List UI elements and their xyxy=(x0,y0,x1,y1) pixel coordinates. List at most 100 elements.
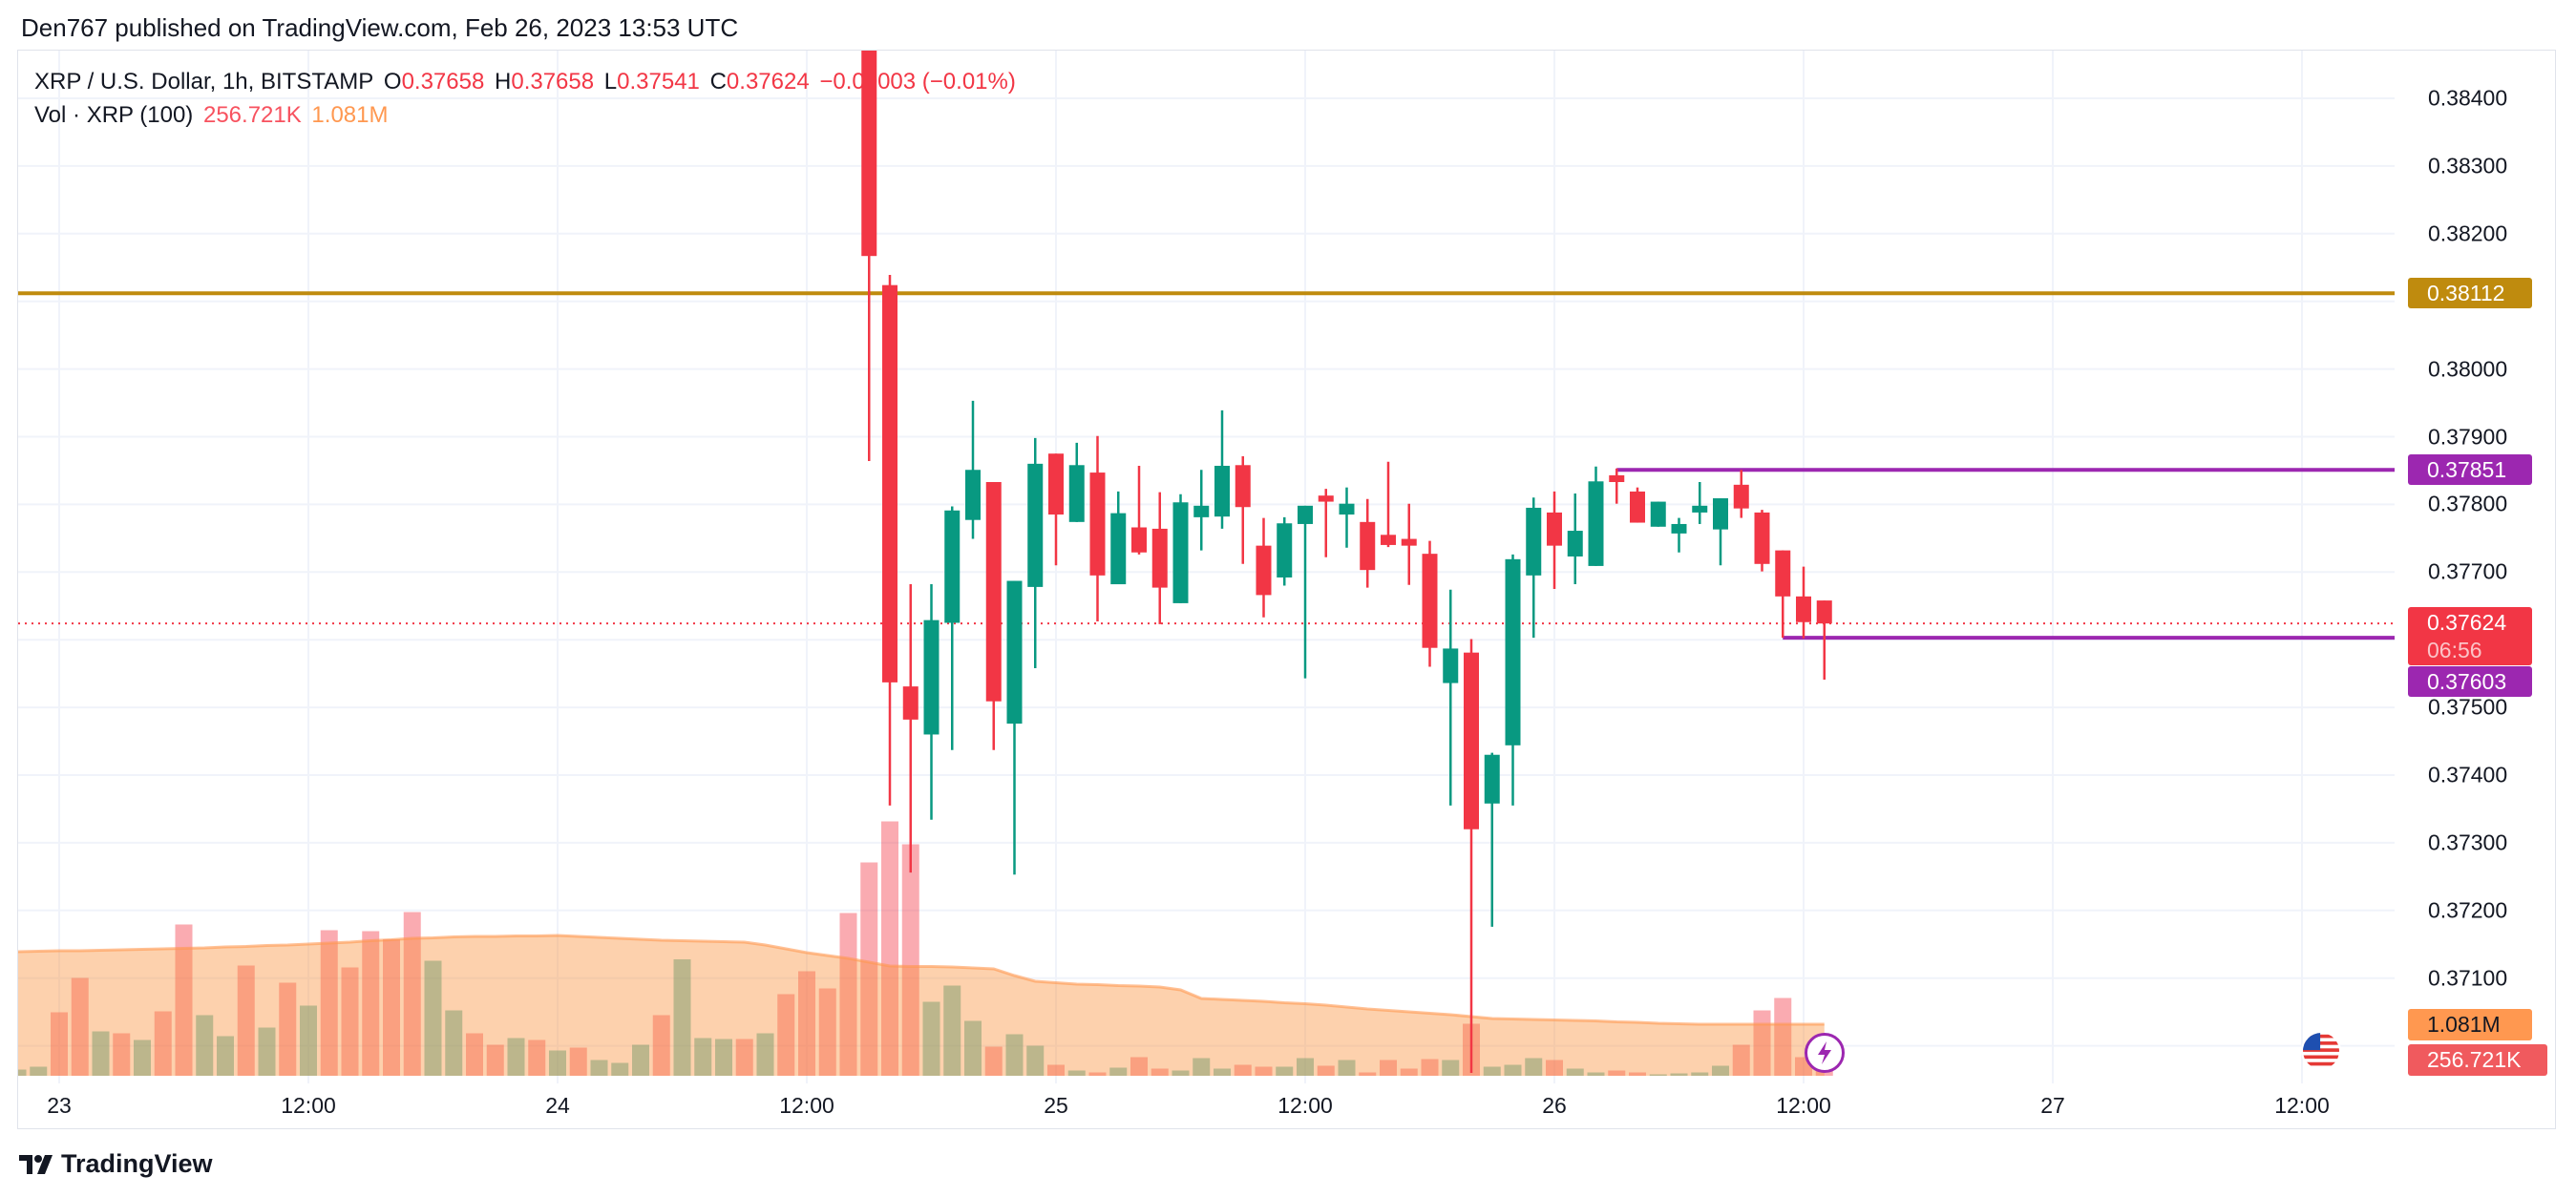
price-tick-label: 0.37100 xyxy=(2428,965,2508,991)
candle-body xyxy=(1048,453,1064,515)
volume-bar xyxy=(445,1010,463,1076)
logo-text: TradingView xyxy=(61,1149,213,1178)
candle-body xyxy=(902,686,918,720)
high-label: H xyxy=(495,69,512,94)
price-tick-label: 0.38000 xyxy=(2428,356,2508,382)
candle-body xyxy=(1151,528,1168,588)
price-tick-label: 0.37900 xyxy=(2428,424,2508,449)
tradingview-logo[interactable]: TradingView xyxy=(19,1149,213,1179)
publish-info: Den767 published on TradingView.com, Feb… xyxy=(21,13,739,42)
volume-ma-line xyxy=(18,934,1825,1026)
lightning-icon[interactable] xyxy=(1805,1033,1845,1073)
candle-body xyxy=(861,51,877,257)
price-tick-label: 0.38400 xyxy=(2428,85,2508,111)
volume-bar xyxy=(383,939,400,1076)
candle-body xyxy=(944,510,961,623)
candle-body xyxy=(985,482,1002,702)
volume-bar xyxy=(51,1012,68,1076)
volume-bar xyxy=(818,988,836,1076)
volume-bar xyxy=(611,1062,629,1076)
range-low-price-badge: 0.37603 xyxy=(2408,666,2532,697)
last-price: 0.37624 xyxy=(2427,610,2507,635)
volume-bar xyxy=(1483,1066,1501,1076)
volume-bar xyxy=(1712,1065,1729,1076)
candle-body xyxy=(1360,521,1376,571)
volume-ma-area xyxy=(18,935,1825,1076)
candle-body xyxy=(1609,474,1625,483)
volume-bar xyxy=(1338,1060,1356,1076)
volume-bar xyxy=(1525,1058,1543,1076)
volume-bar xyxy=(777,994,795,1076)
candle-body xyxy=(1671,523,1687,534)
time-tick-label: 12:00 xyxy=(2274,1093,2330,1118)
volume-bar xyxy=(1172,1070,1190,1076)
volume-bar xyxy=(1566,1068,1584,1076)
volume-bar xyxy=(1130,1057,1148,1076)
volume-bar xyxy=(1732,1044,1750,1076)
tradingview-logo-icon xyxy=(19,1154,53,1174)
volume-bar xyxy=(694,1038,712,1076)
volume-bar xyxy=(1109,1067,1128,1076)
volume-bar xyxy=(18,1069,27,1076)
volume-bar xyxy=(1380,1060,1397,1076)
volume-bar xyxy=(1214,1068,1231,1076)
volume-bar xyxy=(1005,1034,1024,1076)
volume-bar xyxy=(652,1015,670,1076)
price-tick-label: 0.37500 xyxy=(2428,694,2508,720)
symbol-name[interactable]: XRP / U.S. Dollar, 1h, BITSTAMP xyxy=(34,69,374,94)
volume-legend: Vol · XRP (100) 256.721K 1.081M xyxy=(34,102,391,129)
volume-indicator-name[interactable]: Vol · XRP (100) xyxy=(34,102,194,128)
candle-body xyxy=(1464,652,1479,830)
candle-body xyxy=(1422,554,1438,648)
price-tick-label: 0.37400 xyxy=(2428,762,2508,788)
candle-body xyxy=(1298,505,1313,524)
close-value: 0.37624 xyxy=(726,69,810,94)
price-tick-label: 0.37800 xyxy=(2428,491,2508,516)
bar-countdown: 06:56 xyxy=(2427,638,2482,662)
volume-bar xyxy=(1649,1074,1667,1076)
candle-body xyxy=(882,284,897,682)
volume-bar xyxy=(362,931,380,1076)
time-tick-label: 27 xyxy=(2040,1093,2065,1118)
low-value: 0.37541 xyxy=(617,69,700,94)
drawing-lines xyxy=(18,291,2395,640)
volume-bar xyxy=(424,960,442,1076)
time-tick-label: 12:00 xyxy=(281,1093,336,1118)
volume-bar xyxy=(798,971,815,1076)
candle-body xyxy=(1733,484,1749,509)
price-tick-label: 0.37700 xyxy=(2428,558,2508,584)
volume-bar xyxy=(30,1066,48,1076)
volume-bar xyxy=(1088,1072,1107,1076)
price-tick-label: 0.38200 xyxy=(2428,220,2508,246)
candle-body xyxy=(1650,501,1666,527)
candle-body xyxy=(1692,505,1708,513)
close-label: C xyxy=(709,69,727,94)
volume-bar xyxy=(341,967,359,1076)
price-tick-label: 0.38300 xyxy=(2428,153,2508,178)
candle-body xyxy=(965,470,981,520)
volume-bar xyxy=(1629,1072,1646,1076)
candle-body xyxy=(1256,545,1272,596)
candle-body xyxy=(923,620,940,735)
candle-body xyxy=(1089,472,1106,576)
resistance-price-badge: 0.38112 xyxy=(2408,278,2532,308)
volume-bar xyxy=(403,912,421,1076)
volume-bar xyxy=(549,1050,566,1076)
candle-body xyxy=(1526,507,1542,576)
volume-bar xyxy=(1691,1072,1709,1076)
open-label: O xyxy=(383,69,402,94)
volume-ma-value: 1.081M xyxy=(311,102,389,128)
candle-body xyxy=(1588,481,1604,566)
symbol-legend: XRP / U.S. Dollar, 1h, BITSTAMP O0.37658… xyxy=(34,69,1020,95)
volume-bar xyxy=(1753,1010,1771,1076)
chart-frame xyxy=(17,50,2556,1129)
time-tick-label: 23 xyxy=(47,1093,72,1118)
volume-bar xyxy=(1359,1072,1377,1076)
volume-bar xyxy=(1546,1060,1563,1076)
volume-bar xyxy=(1421,1059,1439,1076)
candle-body xyxy=(1775,550,1791,597)
us-flag-icon[interactable] xyxy=(2301,1031,2341,1071)
candle-body xyxy=(1505,558,1521,746)
volume-bar xyxy=(673,959,691,1076)
